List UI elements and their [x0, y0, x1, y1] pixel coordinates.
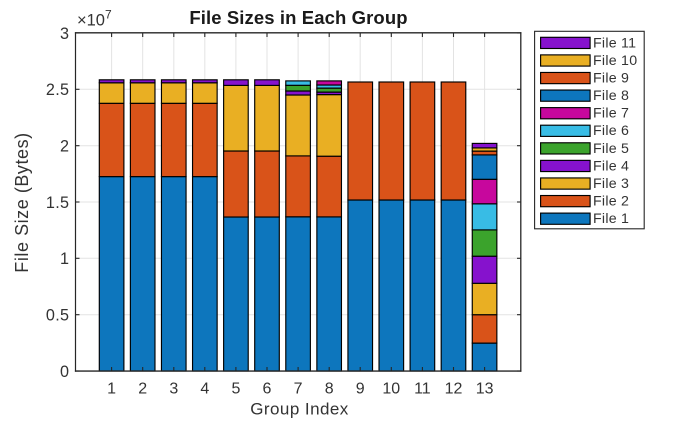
svg-text:8: 8	[325, 380, 334, 397]
svg-text:9: 9	[356, 380, 365, 397]
svg-text:File 8: File 8	[593, 88, 629, 104]
svg-text:1: 1	[107, 380, 116, 397]
svg-text:File Sizes in Each Group: File Sizes in Each Group	[189, 7, 407, 28]
svg-text:File 6: File 6	[593, 123, 629, 139]
svg-text:1: 1	[60, 250, 69, 268]
svg-text:File 1: File 1	[593, 211, 629, 227]
svg-text:12: 12	[445, 380, 463, 397]
svg-text:File Size (Bytes): File Size (Bytes)	[12, 132, 32, 272]
svg-text:File 3: File 3	[593, 176, 629, 192]
svg-text:File 5: File 5	[593, 141, 629, 157]
svg-text:File 2: File 2	[593, 194, 629, 210]
svg-text:3: 3	[60, 25, 69, 43]
svg-text:×107: ×107	[77, 8, 112, 30]
svg-text:2.5: 2.5	[46, 81, 69, 99]
svg-text:2: 2	[60, 138, 69, 156]
svg-text:6: 6	[263, 380, 272, 397]
svg-text:11: 11	[414, 380, 431, 397]
svg-text:1.5: 1.5	[46, 194, 69, 212]
svg-text:4: 4	[200, 380, 209, 397]
svg-text:0.5: 0.5	[46, 307, 69, 325]
svg-text:Group Index: Group Index	[250, 400, 349, 419]
svg-text:2: 2	[138, 380, 147, 397]
svg-text:3: 3	[169, 380, 178, 397]
svg-text:File 7: File 7	[593, 106, 629, 122]
svg-text:File 9: File 9	[593, 70, 629, 86]
svg-text:File 4: File 4	[593, 158, 629, 174]
svg-text:13: 13	[476, 380, 494, 397]
svg-text:5: 5	[231, 380, 240, 397]
svg-text:7: 7	[294, 380, 303, 397]
svg-text:10: 10	[382, 380, 400, 397]
svg-text:File 10: File 10	[593, 53, 637, 69]
svg-text:0: 0	[60, 363, 69, 381]
svg-text:File 11: File 11	[593, 35, 636, 51]
